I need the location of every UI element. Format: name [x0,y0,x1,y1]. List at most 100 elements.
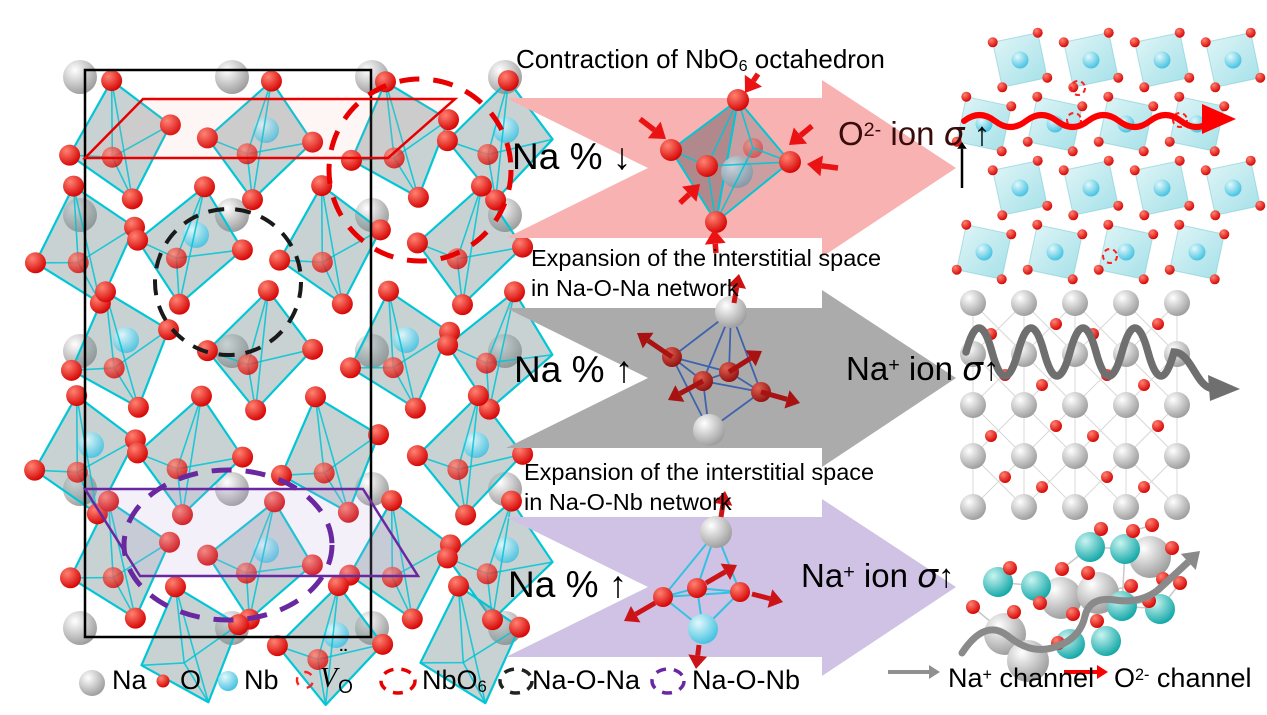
o-atom [59,567,81,589]
o-atom [951,264,962,275]
octahedron-edge [488,291,516,410]
nb-atom [1091,626,1121,656]
o-atom [1139,210,1150,221]
o-atom [121,188,143,210]
nbo6-square [1058,27,1124,93]
title-text: Contraction of NbO [516,44,739,74]
o-atom [302,131,324,153]
o-atom [307,648,329,670]
o-atom [1055,562,1069,576]
up-arrow-glyph: ↑ [614,349,634,390]
o-atom [705,211,727,233]
vacancy-dots: ¨ [340,646,347,668]
o-atom [340,149,362,171]
na-o-nb-expansion-illustration [624,491,783,669]
o-atom [401,608,423,630]
legend-nbo6-label: NbO6 [422,666,487,695]
o-atom [266,635,288,657]
contraction-arrow [712,243,719,254]
o-atom [63,175,85,197]
octahedron-edge [176,456,243,470]
o-atom [102,567,124,589]
o-atom [124,607,146,629]
o-atom [101,70,123,92]
octahedron-edge [178,186,206,305]
octahedron-edge [462,662,487,704]
o-atom [127,229,149,251]
legend-o-channel-label: O2- channel [1114,664,1252,692]
o-atom [1006,229,1017,240]
octahedron-edge [113,329,169,369]
contraction-arrow-head [789,127,808,145]
octahedron-edge [77,226,135,264]
o-atom [168,293,190,315]
nb-atom [1153,179,1171,197]
octahedron-edge [174,586,185,664]
octahedron-edge [457,586,465,663]
o-atom [241,189,263,211]
o-atom [997,210,1008,221]
o-atom [66,385,88,407]
o-atom [404,397,426,419]
expansion-arrow [751,591,771,602]
na-atom [700,516,732,548]
nb-atom [183,222,209,248]
o-atom [1174,155,1185,166]
octahedron-edge [715,147,754,223]
o-atom [197,544,219,566]
o-atom [961,219,972,230]
o-atom [1103,27,1114,38]
nb-atom [1082,179,1100,197]
na-atom [960,443,986,469]
channel-text: channel [1149,663,1252,693]
octahedron-edge [76,439,136,473]
na-atom [1164,494,1190,520]
o-atom [1093,136,1104,147]
legend-na-o-nb-dashed-icon [650,667,686,695]
octahedron-edge [323,434,379,474]
o-ion-conductivity-label: O2- ion σ ↑ [838,115,990,152]
na-atom [1113,494,1139,520]
na-atom [1011,494,1037,520]
channel-base: O [1114,663,1136,693]
nbo6-square [1164,219,1230,285]
o-atom [1094,522,1108,536]
o-atom [1007,605,1021,619]
o-atom [1174,27,1185,38]
legend-nb-label: Nb [244,665,279,695]
contraction-title: Contraction of NbO6 octahedron [516,44,885,74]
red-lattice-plane [82,97,459,160]
expansion-arrow [727,356,752,375]
o-atom [448,575,470,597]
na-atom [215,60,249,94]
channel-base: Na [948,663,983,693]
legend-na-o-nb-label: Na-O-Nb [692,665,801,695]
o-atom [260,70,282,92]
octahedron-edge [706,99,739,167]
o-atom [302,338,324,360]
legend-na-o-na-dashed-icon [498,667,534,695]
o-atom [381,490,403,512]
o2-channel-lattice-panel [951,27,1266,285]
na-o-na-expansion-illustration [637,274,800,446]
o-atom [269,249,291,271]
nb-atom [1046,243,1064,261]
ion-text: ion [854,557,918,594]
o-atom [1093,264,1104,275]
octahedron-edge [494,80,510,201]
o-atom [382,357,404,379]
na-atom [1164,443,1190,469]
title-text: octahedron [747,44,885,74]
o-atom [477,143,499,165]
o-atom [1032,91,1043,102]
o-atom [383,147,405,169]
nb-atom [721,156,753,188]
o-atom [660,139,682,161]
octahedron-edge [72,185,102,304]
expansion-arrow-head [688,654,708,669]
vacancy-site: O [338,677,353,698]
na-atom [1113,443,1139,469]
ion-base: O [838,115,864,152]
expansion-arrow-up-head [727,274,747,289]
nbo6-dashed-circle [326,76,514,264]
